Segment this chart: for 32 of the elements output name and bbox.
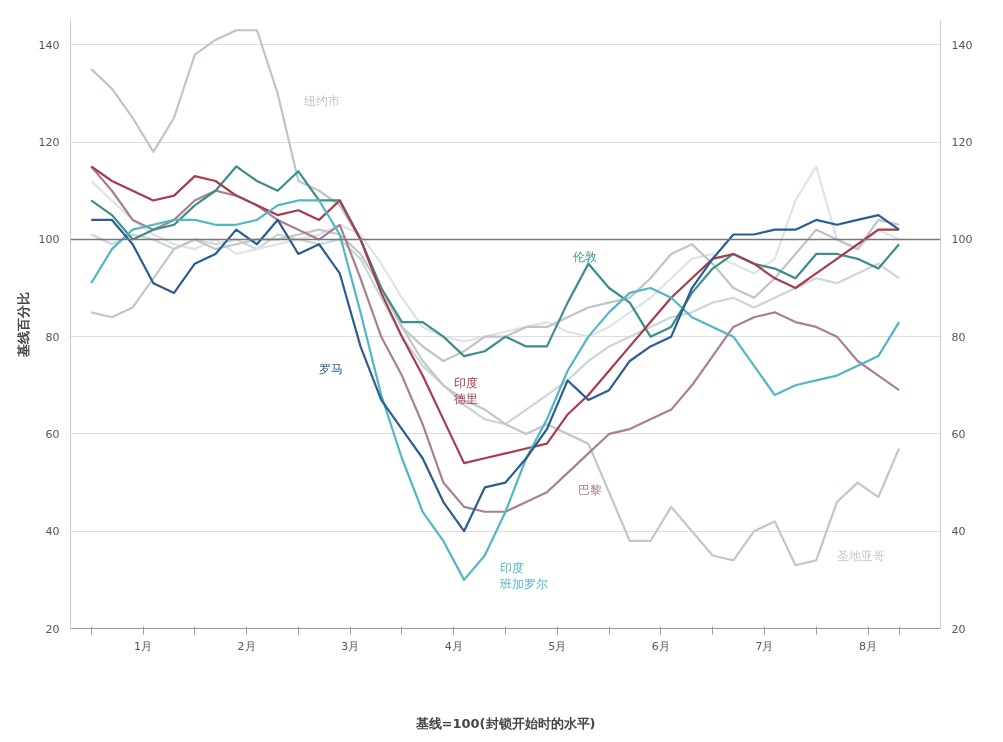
x-tick-label: 1月: [134, 639, 152, 653]
series-label: 印度班加罗尔: [500, 561, 549, 591]
x-tick-label: 3月: [341, 639, 360, 653]
y-axis-title: 基线百分比: [15, 292, 31, 358]
series-label: 纽约市: [303, 94, 340, 109]
x-tick-label: 8月: [859, 639, 877, 653]
y-tick-label: 40: [45, 525, 60, 539]
y2-tick-label: 100: [951, 233, 973, 247]
x-tick-label: 5月: [548, 639, 567, 653]
x-tick-label: 6月: [651, 639, 670, 653]
series-label: 伦敦: [572, 249, 597, 264]
y-tick-label: 80: [45, 330, 60, 344]
x-axis-title: 基线=100(封锁开始时的水平): [414, 715, 596, 731]
series-label: 印度德里: [453, 376, 478, 407]
y2-tick-label: 60: [951, 427, 966, 441]
y2-tick-label: 40: [951, 525, 966, 539]
y-tick-label: 60: [45, 427, 60, 441]
series-label: 圣地亚哥: [836, 548, 885, 563]
series-label: 巴黎: [578, 483, 602, 498]
x-tick-label: 7月: [755, 639, 774, 653]
y-tick-label: 120: [38, 136, 60, 150]
y-tick-label: 140: [38, 38, 60, 52]
x-tick-label: 2月: [237, 639, 256, 653]
series-label: 罗马: [319, 361, 344, 376]
y-tick-label: 20: [45, 622, 60, 636]
y2-tick-label: 120: [951, 136, 973, 150]
line-series: [90, 233, 901, 426]
y2-tick-label: 80: [951, 330, 966, 344]
y2-tick-label: 20: [951, 622, 966, 636]
y2-tick-label: 140: [951, 38, 973, 52]
x-tick-label: 4月: [444, 639, 463, 653]
y-tick-label: 100: [38, 233, 60, 247]
